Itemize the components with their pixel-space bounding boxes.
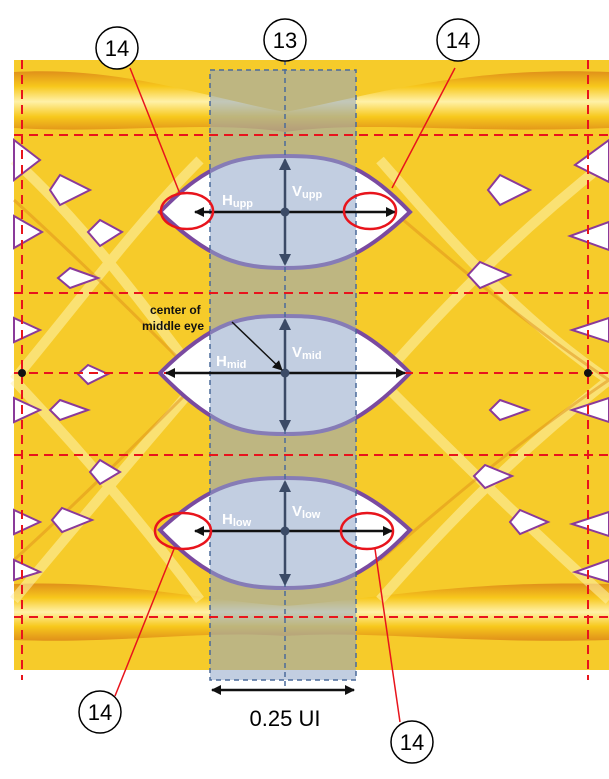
label-v-low: Vlow: [292, 503, 321, 521]
svg-text:14: 14: [446, 28, 470, 53]
callout-14-bottom-left: 14: [78, 690, 122, 734]
callout-leaders: [114, 67, 456, 723]
svg-text:13: 13: [273, 28, 297, 53]
label-h-low: Hlow: [222, 511, 252, 529]
center-note-line2: middle eye: [142, 319, 204, 333]
middle-eye-center: [280, 368, 290, 378]
svg-text:14: 14: [400, 730, 424, 755]
highlight-ellipses: [153, 191, 398, 551]
crossing-gaps: [48, 173, 551, 536]
center-note-line1: center of: [150, 303, 202, 317]
label-v-mid: Vmid: [292, 344, 322, 362]
svg-text:14: 14: [88, 700, 112, 725]
reference-lines: [14, 60, 609, 680]
callout-13: 13: [263, 18, 307, 62]
edge-gaps: [13, 137, 609, 584]
right-midpoint-dot: [584, 369, 592, 377]
window-width-label: 0.25 UI: [250, 706, 321, 731]
left-midpoint-dot: [18, 369, 26, 377]
lower-eye-center: [280, 526, 290, 536]
callout-14-top-right: 14: [436, 18, 480, 62]
label-h-upp: Hupp: [222, 192, 253, 210]
callout-14-top-left: 14: [95, 26, 139, 70]
label-v-upp: Vupp: [292, 183, 322, 201]
label-h-mid: Hmid: [216, 353, 246, 371]
svg-text:14: 14: [105, 36, 129, 61]
window-width-indicator: 0.25 UI: [211, 685, 355, 731]
center-note-leader: [231, 321, 283, 371]
callout-14-bottom-right: 14: [390, 720, 434, 764]
upper-eye-center: [280, 207, 290, 217]
